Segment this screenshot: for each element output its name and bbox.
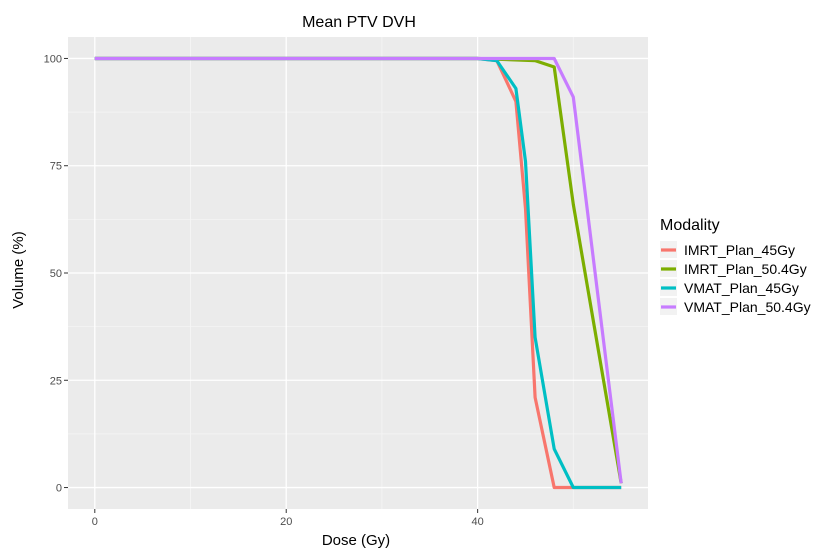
y-tick-label: 50 [50, 268, 62, 280]
x-tick-label: 0 [92, 516, 98, 528]
series-lines [94, 56, 623, 490]
y-tick-label: 0 [56, 483, 62, 495]
legend-label-vmat-plan-45gy: VMAT_Plan_45Gy [684, 280, 799, 296]
y-axis: 0 25 50 75 100 [44, 53, 68, 495]
legend-label-imrt-plan-45gy: IMRT_Plan_45Gy [684, 242, 795, 258]
legend: Modality IMRT_Plan_45Gy IMRT_Plan_50.4Gy V… [660, 217, 811, 315]
x-axis: 0 20 40 [92, 509, 484, 528]
series-line-vmat-plan-50-4gy [94, 56, 623, 484]
x-tick-label: 40 [472, 516, 484, 528]
y-tick-label: 25 [50, 375, 62, 387]
legend-title: Modality [660, 217, 720, 234]
legend-label-vmat-plan-50-4gy: VMAT_Plan_50.4Gy [684, 299, 811, 315]
y-axis-title: Volume (%) [10, 231, 27, 309]
x-axis-title: Dose (Gy) [322, 532, 390, 549]
y-tick-label: 100 [44, 53, 62, 65]
chart-title: Mean PTV DVH [302, 14, 416, 31]
x-tick-label: 20 [280, 516, 292, 528]
legend-label-imrt-plan-50-4gy: IMRT_Plan_50.4Gy [684, 261, 807, 277]
y-tick-label: 75 [50, 161, 62, 173]
